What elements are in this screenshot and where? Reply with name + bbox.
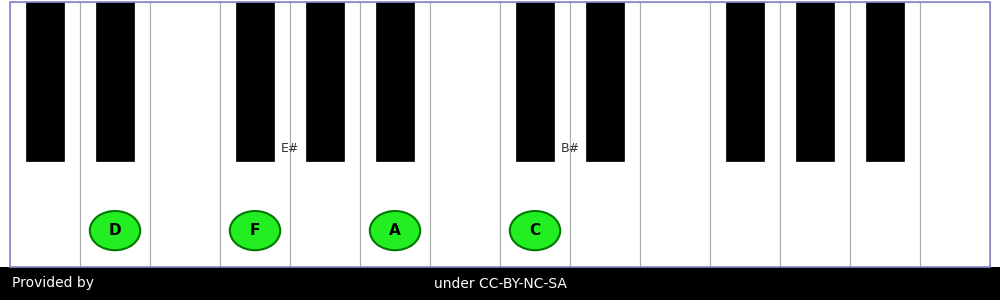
Text: F: F (250, 223, 260, 238)
Bar (96, 2, 134, 161)
Bar (850, 2, 920, 267)
Ellipse shape (370, 211, 420, 250)
Ellipse shape (510, 211, 560, 250)
Bar (0, 267, 1000, 300)
Bar (500, 2, 570, 267)
Bar (10, 2, 80, 267)
Bar (26, 2, 64, 161)
Bar (920, 2, 990, 267)
Bar (780, 2, 850, 267)
Ellipse shape (230, 211, 280, 250)
Bar (360, 2, 430, 267)
Bar (10, 2, 990, 267)
Text: under CC-BY-NC-SA: under CC-BY-NC-SA (434, 277, 566, 290)
Bar (80, 2, 150, 267)
Bar (306, 2, 344, 161)
Bar (150, 2, 220, 267)
Bar (220, 2, 290, 267)
Bar (430, 2, 500, 267)
Text: A: A (389, 223, 401, 238)
Text: C: C (529, 223, 541, 238)
Text: D: D (109, 223, 121, 238)
Bar (726, 2, 764, 161)
Bar (586, 2, 624, 161)
Text: Provided by: Provided by (12, 277, 94, 290)
Text: E#: E# (281, 142, 299, 155)
Bar (640, 2, 710, 267)
Text: B#: B# (560, 142, 580, 155)
Bar (516, 2, 554, 161)
Bar (236, 2, 274, 161)
Bar (376, 2, 414, 161)
Bar (796, 2, 834, 161)
Bar (710, 2, 780, 267)
Bar (570, 2, 640, 267)
Bar (290, 2, 360, 267)
Ellipse shape (90, 211, 140, 250)
Bar (866, 2, 904, 161)
